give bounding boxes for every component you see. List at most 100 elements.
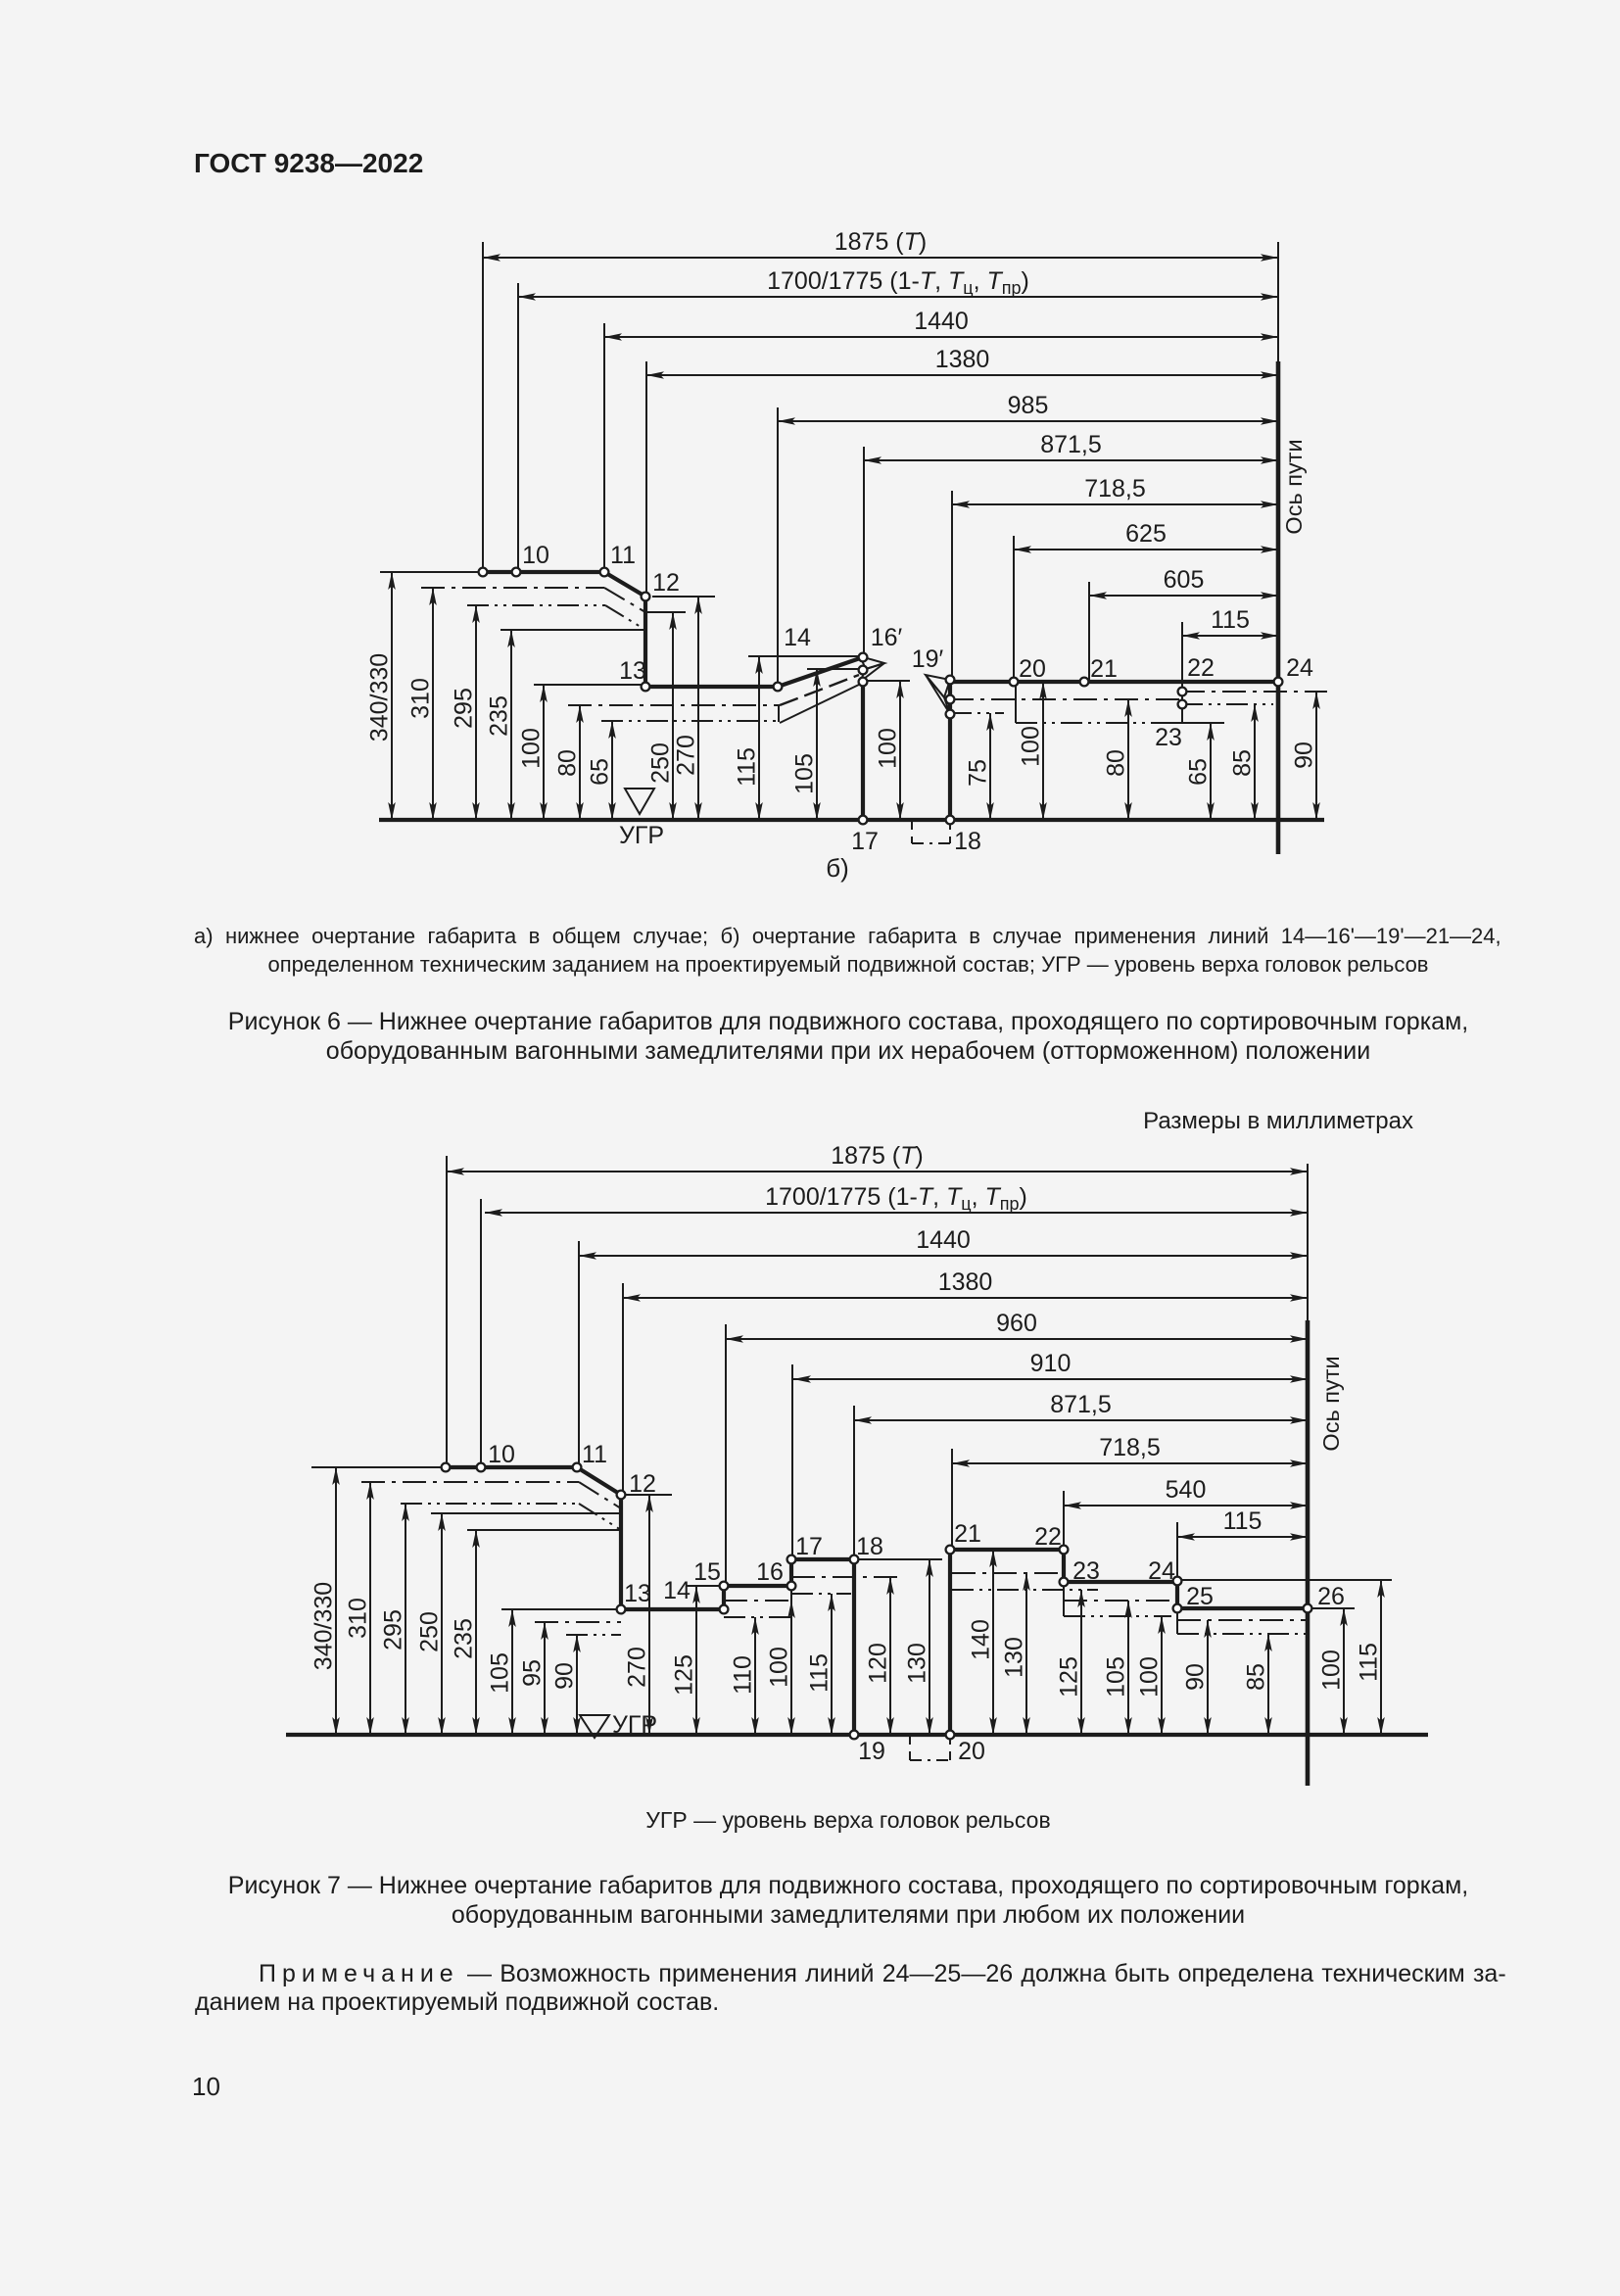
svg-text:90: 90 bbox=[1182, 1663, 1210, 1691]
svg-text:16′: 16′ bbox=[871, 624, 903, 651]
svg-text:718,5: 718,5 bbox=[1099, 1434, 1161, 1461]
svg-text:21: 21 bbox=[1090, 655, 1118, 683]
svg-text:УГР — уровень верха головок ре: УГР — уровень верха головок рельсов bbox=[645, 1807, 1050, 1833]
svg-text:10: 10 bbox=[488, 1441, 515, 1468]
svg-text:Ось пути: Ось пути bbox=[1318, 1356, 1344, 1451]
svg-text:УГР: УГР bbox=[619, 822, 664, 849]
svg-text:235: 235 bbox=[451, 1618, 478, 1659]
svg-text:718,5: 718,5 bbox=[1084, 475, 1146, 502]
svg-text:13: 13 bbox=[619, 657, 646, 685]
svg-text:100: 100 bbox=[875, 728, 902, 769]
svg-text:115: 115 bbox=[1356, 1643, 1383, 1682]
svg-text:18: 18 bbox=[954, 828, 981, 855]
svg-text:80: 80 bbox=[1103, 749, 1130, 777]
svg-text:1700/1775 (1-Т, Тц, Тпр): 1700/1775 (1-Т, Тц, Тпр) bbox=[765, 1183, 1027, 1214]
svg-text:определенном техническим задан: определенном техническим заданием на про… bbox=[267, 952, 1428, 977]
svg-text:24: 24 bbox=[1286, 654, 1313, 682]
svg-text:130: 130 bbox=[1001, 1637, 1028, 1678]
svg-text:Примечание — Возможность приме: Примечание — Возможность применения лини… bbox=[259, 1960, 1506, 1987]
svg-text:85: 85 bbox=[1243, 1663, 1270, 1691]
svg-text:14: 14 bbox=[663, 1577, 691, 1604]
svg-text:100: 100 bbox=[518, 728, 546, 769]
svg-text:1380: 1380 bbox=[935, 346, 990, 373]
svg-text:250: 250 bbox=[647, 742, 675, 784]
svg-text:310: 310 bbox=[345, 1598, 372, 1639]
svg-text:18: 18 bbox=[856, 1533, 883, 1560]
svg-text:10: 10 bbox=[522, 542, 549, 569]
svg-text:19′: 19′ bbox=[912, 646, 944, 673]
svg-text:65: 65 bbox=[1185, 758, 1213, 786]
svg-text:1380: 1380 bbox=[938, 1268, 993, 1296]
svg-text:12: 12 bbox=[652, 569, 680, 597]
svg-text:105: 105 bbox=[487, 1652, 514, 1694]
svg-text:540: 540 bbox=[1166, 1476, 1207, 1504]
svg-text:13: 13 bbox=[624, 1580, 651, 1607]
svg-text:21: 21 bbox=[954, 1520, 981, 1548]
svg-text:20: 20 bbox=[958, 1738, 985, 1765]
svg-text:100: 100 bbox=[1018, 726, 1045, 767]
svg-text:90: 90 bbox=[1291, 741, 1318, 769]
svg-text:235: 235 bbox=[486, 695, 513, 737]
svg-text:15: 15 bbox=[693, 1558, 721, 1586]
svg-text:270: 270 bbox=[624, 1647, 651, 1688]
svg-text:22: 22 bbox=[1034, 1523, 1062, 1551]
svg-text:1875 (Т): 1875 (Т) bbox=[831, 1142, 924, 1170]
svg-text:310: 310 bbox=[407, 678, 435, 719]
svg-text:ГОСТ 9238—2022: ГОСТ 9238—2022 bbox=[194, 148, 423, 178]
svg-text:90: 90 bbox=[551, 1662, 579, 1690]
svg-text:24: 24 bbox=[1148, 1557, 1175, 1585]
svg-text:115: 115 bbox=[734, 747, 761, 787]
svg-text:80: 80 bbox=[554, 749, 582, 777]
svg-text:75: 75 bbox=[965, 759, 992, 787]
svg-text:125: 125 bbox=[671, 1654, 698, 1696]
svg-text:115: 115 bbox=[806, 1653, 834, 1693]
svg-text:а) нижнее очертание габарита в: а) нижнее очертание габарита в общем слу… bbox=[194, 924, 1501, 948]
svg-text:б): б) bbox=[826, 853, 849, 883]
svg-text:100: 100 bbox=[1136, 1656, 1164, 1698]
svg-text:16: 16 bbox=[756, 1558, 784, 1586]
svg-text:625: 625 bbox=[1125, 520, 1167, 548]
svg-text:115: 115 bbox=[1223, 1507, 1263, 1535]
svg-text:295: 295 bbox=[451, 688, 478, 729]
svg-text:1875 (Т): 1875 (Т) bbox=[834, 228, 928, 256]
svg-text:23: 23 bbox=[1072, 1557, 1100, 1585]
svg-text:10: 10 bbox=[192, 2072, 220, 2101]
svg-text:11: 11 bbox=[610, 542, 636, 569]
svg-text:11: 11 bbox=[582, 1441, 607, 1468]
svg-text:295: 295 bbox=[380, 1609, 407, 1650]
svg-text:605: 605 bbox=[1164, 566, 1205, 594]
svg-text:95: 95 bbox=[519, 1659, 547, 1687]
svg-text:26: 26 bbox=[1317, 1583, 1345, 1610]
svg-text:110: 110 bbox=[730, 1655, 757, 1695]
svg-text:23: 23 bbox=[1155, 724, 1182, 751]
svg-text:данием на проектируемый подвиж: данием на проектируемый подвижной состав… bbox=[195, 1988, 719, 2016]
svg-text:1440: 1440 bbox=[916, 1226, 971, 1254]
svg-text:1700/1775 (1-Т, Тц, Тпр): 1700/1775 (1-Т, Тц, Тпр) bbox=[767, 267, 1029, 298]
svg-text:270: 270 bbox=[673, 735, 700, 776]
svg-text:871,5: 871,5 bbox=[1040, 431, 1102, 458]
svg-text:871,5: 871,5 bbox=[1050, 1391, 1112, 1418]
svg-text:100: 100 bbox=[766, 1647, 793, 1688]
svg-text:14: 14 bbox=[784, 624, 811, 651]
svg-text:1440: 1440 bbox=[914, 308, 969, 335]
svg-text:Рисунок 6 — Нижнее очертание г: Рисунок 6 — Нижнее очертание габаритов д… bbox=[228, 1008, 1468, 1035]
svg-text:130: 130 bbox=[904, 1643, 931, 1684]
svg-text:105: 105 bbox=[791, 753, 819, 794]
svg-text:оборудованным вагонными замедл: оборудованным вагонными замедлителями пр… bbox=[452, 1901, 1245, 1929]
svg-text:17: 17 bbox=[795, 1533, 823, 1560]
svg-text:340/330: 340/330 bbox=[310, 1582, 338, 1670]
svg-text:985: 985 bbox=[1008, 392, 1049, 419]
svg-text:12: 12 bbox=[629, 1470, 656, 1498]
svg-text:105: 105 bbox=[1103, 1656, 1130, 1698]
svg-text:19: 19 bbox=[858, 1738, 885, 1765]
svg-text:85: 85 bbox=[1229, 749, 1257, 777]
svg-text:340/330: 340/330 bbox=[366, 653, 394, 741]
svg-text:65: 65 bbox=[587, 758, 614, 786]
svg-text:Рисунок 7 — Нижнее очертание г: Рисунок 7 — Нижнее очертание габаритов д… bbox=[228, 1872, 1468, 1899]
svg-text:910: 910 bbox=[1030, 1350, 1072, 1377]
svg-text:115: 115 bbox=[1211, 606, 1250, 634]
svg-text:17: 17 bbox=[851, 828, 879, 855]
svg-text:Размеры в миллиметрах: Размеры в миллиметрах bbox=[1143, 1108, 1413, 1134]
svg-text:960: 960 bbox=[996, 1310, 1037, 1337]
svg-text:22: 22 bbox=[1187, 654, 1215, 682]
